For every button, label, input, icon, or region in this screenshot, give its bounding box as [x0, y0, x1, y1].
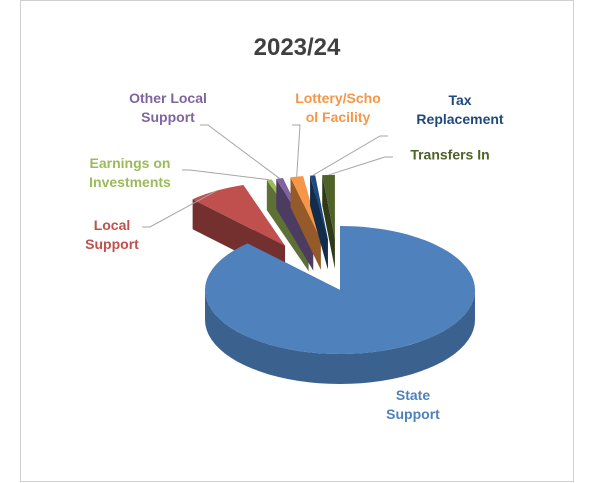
leader-line: [200, 124, 280, 179]
pie-slice: [322, 174, 335, 269]
slice-label: Lottery/School Facility: [295, 90, 381, 125]
chart-frame: [20, 0, 574, 482]
pie-slice: [310, 175, 328, 270]
slice-label: Other Local Support: [129, 90, 207, 125]
slice-label: Local Support: [85, 217, 139, 252]
slice-top: [322, 174, 335, 239]
leader-line: [328, 156, 393, 176]
slice-label: Earnings on Investments: [89, 155, 171, 190]
slice-cut-face: [322, 175, 335, 269]
slice-top: [290, 176, 321, 240]
pie-slice: [205, 226, 475, 384]
leader-line: [292, 124, 301, 177]
leader-line: [312, 135, 388, 176]
pie-slice: [290, 176, 321, 270]
slice-top: [310, 175, 328, 240]
slice-label: Tax Replacement: [416, 92, 504, 127]
leader-line: [182, 169, 270, 181]
leader-line: [142, 190, 217, 228]
slice-top: [192, 185, 286, 246]
chart-title: 2023/24: [253, 34, 341, 61]
slice-top: [205, 226, 475, 354]
slice-label: Transfers In: [410, 146, 490, 163]
slice-cut-face: [290, 177, 321, 270]
slice-side: [205, 290, 475, 384]
slice-label: State Support: [386, 387, 440, 422]
